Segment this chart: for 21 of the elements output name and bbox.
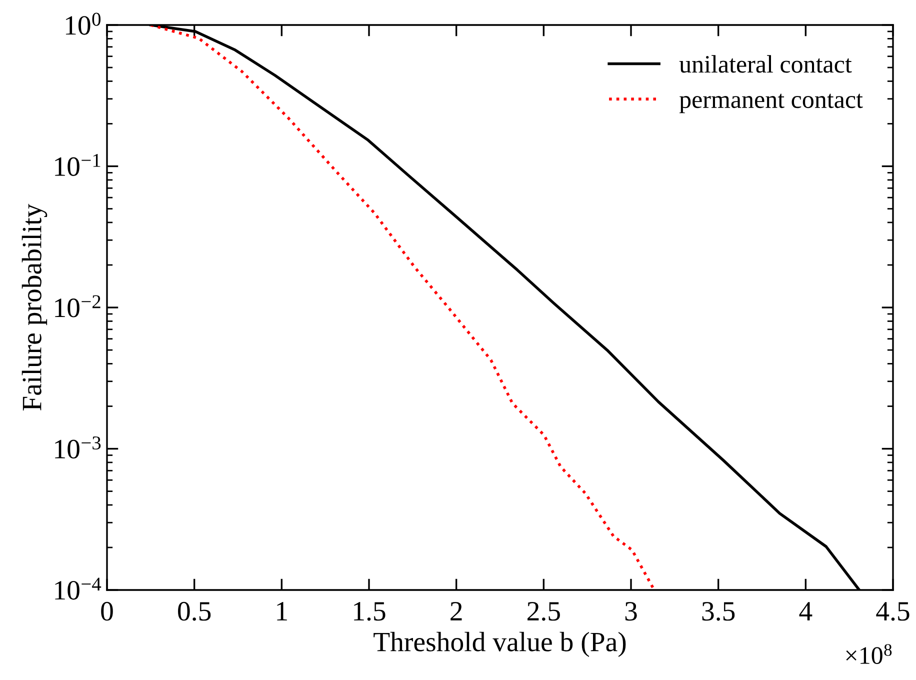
x-tick-label: 1.5 [354,602,386,621]
y-tick-label: 10$^{−4}$ [55,578,102,600]
y-tick-label: 10$^{−3}$ [55,436,101,459]
x-tick-label: 3.5 [702,602,735,621]
line-series [149,25,656,590]
x-tick-label: 0 [101,602,113,621]
x-tick-label: 4.5 [876,602,910,621]
x-tick-label: 4 [799,602,812,620]
x-axis-title: Threshold value b (Pa) [374,632,626,658]
x-tick-label: 2.5 [528,602,560,621]
x-tick-label: 2 [450,602,462,620]
legend-label: permanent contact [679,94,863,114]
y-axis-title: Failure probability [22,204,48,410]
x-tick-label: 1 [277,602,287,620]
y-tick-label: 10$^{0}$ [66,12,101,35]
x-tick-label: 3 [625,602,637,621]
text: ×10$^{8}$ [846,644,892,664]
y-tick-label: 10$^{−1}$ [55,154,100,176]
x-tick-label: 0.5 [178,602,211,621]
y-tick-label: 10$^{−2}$ [55,295,100,318]
legend-label: unilateral contact [679,55,852,73]
